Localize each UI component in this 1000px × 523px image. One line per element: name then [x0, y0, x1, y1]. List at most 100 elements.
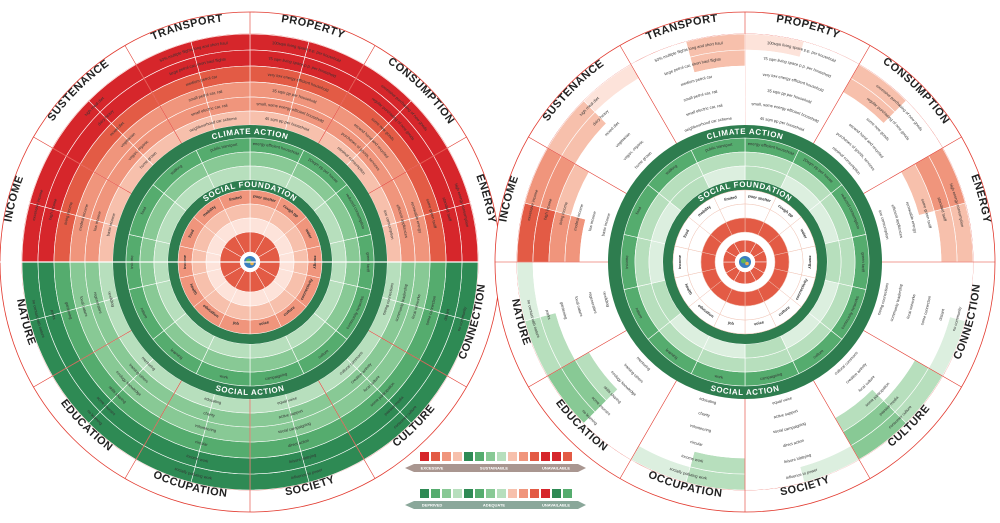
legend-scale-label: SUSTAINABLE — [480, 466, 508, 471]
legend-scale-label: EXCESSIVE — [421, 466, 444, 471]
cell-label: living income — [558, 200, 569, 225]
foundation-cell-label: job — [232, 320, 240, 327]
climate-cell-label: income — [624, 255, 629, 269]
cell-label: equal voice — [277, 395, 298, 405]
cell-label: regenerative — [93, 291, 104, 314]
sector-divider — [528, 330, 627, 388]
climate-cell-label: culture — [317, 348, 330, 360]
sector-divider — [528, 136, 627, 194]
cell-label: charity — [698, 410, 711, 418]
legend-swatch — [453, 489, 462, 498]
legend-swatch — [475, 489, 484, 498]
climate-cell-label: work — [714, 373, 723, 380]
sector-divider — [124, 45, 182, 144]
social-action-label: SOCIAL ACTION — [710, 384, 781, 397]
foundation-cell-label: poor shelter — [748, 193, 772, 203]
cell-label: educating — [204, 396, 222, 405]
legend-swatch — [420, 452, 429, 461]
cell-label: active support — [773, 408, 799, 420]
foundation-cell — [686, 248, 703, 276]
cell-label: high income — [542, 197, 553, 220]
cell-label: high income — [47, 197, 58, 220]
cell-label: local networks — [410, 294, 421, 320]
foundation-cell-label: energy — [808, 255, 813, 269]
foundation-cell-label: health — [684, 283, 694, 296]
sector-divider — [33, 136, 132, 194]
climate-cell-label: work — [219, 373, 228, 380]
foundation-cell — [787, 248, 804, 276]
foundation-cell-label: job — [727, 320, 735, 327]
legend-swatch — [563, 452, 572, 461]
cell-label: educating — [699, 396, 717, 405]
legend-scale-label: DEPRIVED — [422, 503, 443, 508]
foundation-cell-label: poor shelter — [253, 193, 277, 203]
social-foundation-band — [663, 180, 827, 344]
cell-label: volunteering — [194, 423, 216, 433]
foundation-cell-label: voice — [753, 319, 765, 326]
legend-swatch — [530, 489, 539, 498]
climate-cell-label: campaigning — [760, 371, 783, 381]
cell-label: no community — [456, 306, 467, 331]
sector-divider — [368, 136, 467, 194]
cell-label: income work — [681, 453, 704, 464]
cell-label: direct action — [783, 438, 805, 448]
legend-swatch — [508, 489, 517, 498]
sector-divider — [33, 330, 132, 388]
sector-divider — [318, 45, 376, 144]
cell-label: parks — [50, 309, 57, 320]
cell-label: local networks — [905, 294, 916, 320]
cell-label: direct action — [288, 438, 310, 448]
foundation-cell-label: limited — [724, 194, 738, 202]
social-action-label: SOCIAL ACTION — [215, 384, 286, 397]
climate-cell-label: campaigning — [265, 371, 288, 381]
sector-divider — [619, 380, 677, 479]
legend-scale-label: UNAVAILABLE — [542, 503, 570, 508]
cell-label: rewilding — [602, 291, 611, 307]
legend-arrow — [405, 464, 586, 472]
cell-label: low income — [587, 210, 597, 232]
climate-cell-label: public transport — [704, 142, 733, 153]
legend-swatch — [519, 489, 528, 498]
core-cell — [234, 231, 251, 254]
climate-cell — [824, 240, 842, 284]
climate-cell-label: nature — [140, 307, 150, 320]
legend-swatch — [486, 489, 495, 498]
cell-label: gardening — [559, 301, 568, 319]
cell-label: rewilding — [107, 291, 116, 307]
legend-swatch — [464, 489, 473, 498]
cell-label: low income — [92, 210, 102, 232]
foundation-cell-label: income — [677, 254, 682, 269]
sector-divider — [318, 380, 376, 479]
cell-label: living income — [63, 201, 74, 226]
cell-label: charity — [203, 410, 216, 418]
legend-swatch — [464, 452, 473, 461]
cell-label: circular — [690, 439, 704, 447]
legend-swatch — [519, 452, 528, 461]
foundation-cell-label: food — [682, 228, 691, 238]
cell-label: gardening — [64, 301, 73, 319]
cell-label: local nature — [79, 296, 89, 318]
legend-swatch — [530, 452, 539, 461]
legend-swatch — [497, 489, 506, 498]
climate-cell-label: public transport — [209, 142, 238, 153]
climate-cell-label: nature — [635, 307, 645, 320]
foundation-cell-label: food — [187, 228, 196, 238]
cell-label: standard tariff — [937, 196, 948, 222]
legend-swatch — [563, 489, 572, 498]
sector-divider — [813, 380, 871, 479]
legend-swatch — [541, 489, 550, 498]
cell-label: circular — [195, 439, 209, 447]
legend-swatch — [475, 452, 484, 461]
legend-swatch — [431, 489, 440, 498]
cell-label: basic income — [105, 212, 116, 237]
cell-label: income work — [186, 453, 209, 464]
legend-swatch — [442, 489, 451, 498]
legend-swatch — [442, 452, 451, 461]
climate-cell — [648, 240, 666, 284]
sector-divider — [863, 136, 962, 194]
cell-label: no community — [951, 306, 962, 331]
legend-swatch — [497, 452, 506, 461]
foundation-cell-label: limited — [229, 194, 243, 202]
